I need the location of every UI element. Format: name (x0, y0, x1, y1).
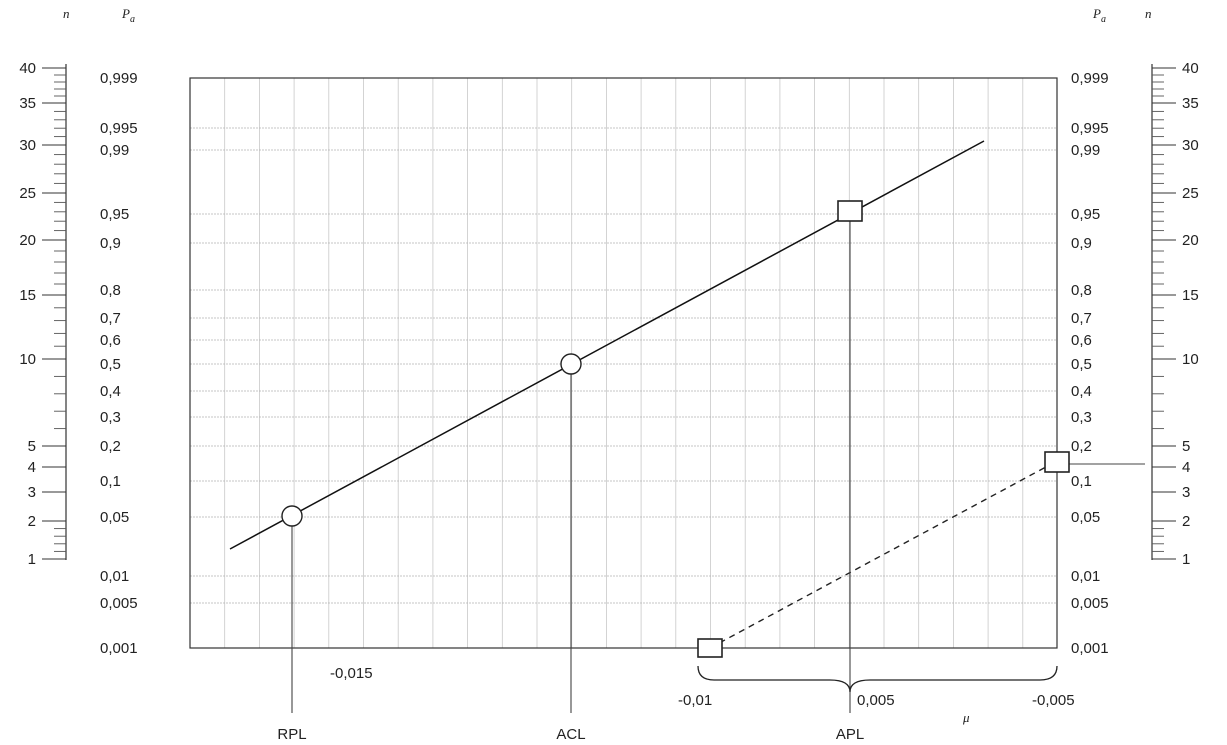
n-tick-label: 25 (1182, 185, 1199, 202)
n-readout-square-marker (1044, 451, 1070, 473)
n-tick-label: 3 (1182, 484, 1190, 501)
n-tick-label: 15 (19, 287, 36, 304)
sample-size-construction-line (709, 460, 1058, 649)
mu-start-square-marker (697, 638, 723, 658)
left-n-axis-label: n (63, 6, 70, 21)
pa-tick-label-left: 0,01 (100, 568, 129, 585)
n-tick-label: 4 (1182, 459, 1190, 476)
n-tick-label: 1 (1182, 551, 1190, 568)
pa-tick-label-right: 0,005 (1071, 595, 1109, 612)
pa-tick-label-right: 0,9 (1071, 235, 1092, 252)
pa-tick-label-right: 0,05 (1071, 509, 1100, 526)
pa-tick-label-left: 0,2 (100, 438, 121, 455)
right-n-scale: 40 35 30 25 20 15 10 5 4 3 2 1 (1151, 60, 1199, 568)
n-tick-label: 25 (19, 185, 36, 202)
pa-tick-label-right: 0,1 (1071, 473, 1092, 490)
left-pa-labels: 0,999 0,995 0,99 0,95 0,9 0,8 0,7 0,6 0,5 0,4 0,3 0… (100, 70, 138, 657)
n-tick-label: 10 (19, 351, 36, 368)
n-tick-label: 35 (1182, 95, 1199, 112)
pa-tick-label-left: 0,9 (100, 235, 121, 252)
acl-point-marker (560, 353, 582, 375)
pa-tick-label-right: 0,95 (1071, 206, 1100, 223)
n-tick-label: 40 (1182, 60, 1199, 77)
apl-square-marker (837, 200, 863, 222)
pa-tick-label-left: 0,7 (100, 310, 121, 327)
pa-tick-label-right: 0,995 (1071, 120, 1109, 137)
left-n-scale: 40 35 30 25 20 15 10 5 4 3 2 1 (19, 60, 67, 568)
pa-tick-label-right: 0,999 (1071, 70, 1109, 87)
pa-tick-label-right: 0,01 (1071, 568, 1100, 585)
n-tick-label: 40 (19, 60, 36, 77)
n-tick-label: 20 (19, 232, 36, 249)
mu-axis-label: μ (962, 710, 970, 725)
pa-tick-label-left: 0,005 (100, 595, 138, 612)
rpl-label: RPL (277, 726, 306, 743)
n-tick-label: 30 (19, 137, 36, 154)
pa-tick-label-right: 0,99 (1071, 142, 1100, 159)
plot-frame (189, 77, 1058, 649)
pa-tick-label-left: 0,995 (100, 120, 138, 137)
n-tick-label: 2 (28, 513, 36, 530)
pa-tick-label-right: 0,001 (1071, 640, 1109, 657)
n-tick-label: 4 (28, 459, 36, 476)
left-pa-axis-label: Pa (121, 6, 135, 25)
pa-tick-label-left: 0,5 (100, 356, 121, 373)
pa-tick-label-left: 0,8 (100, 282, 121, 299)
mu-tick-label-bracket-1: -0,01 (678, 692, 712, 709)
pa-tick-label-right: 0,4 (1071, 383, 1092, 400)
right-n-axis-label: n (1145, 6, 1152, 21)
right-pa-axis-label: Pa (1092, 6, 1106, 25)
pa-tick-label-left: 0,05 (100, 509, 129, 526)
pa-tick-label-right: 0,6 (1071, 332, 1092, 349)
mu-tick-label-bracket-3: -0,005 (1032, 692, 1075, 709)
n-tick-label: 5 (28, 438, 36, 455)
pa-tick-label-left: 0,3 (100, 409, 121, 426)
n-tick-label: 35 (19, 95, 36, 112)
n-tick-label: 3 (28, 484, 36, 501)
n-tick-label: 10 (1182, 351, 1199, 368)
pa-tick-label-right: 0,7 (1071, 310, 1092, 327)
n-tick-label: 30 (1182, 137, 1199, 154)
pa-tick-label-right: 0,2 (1071, 438, 1092, 455)
pa-tick-label-left: 0,001 (100, 640, 138, 657)
right-pa-labels: 0,999 0,995 0,99 0,95 0,9 0,8 0,7 0,6 0,5 0,4 0,3 0… (1071, 70, 1109, 657)
n-tick-label: 5 (1182, 438, 1190, 455)
pa-tick-label-left: 0,1 (100, 473, 121, 490)
pa-tick-label-left: 0,99 (100, 142, 129, 159)
mu-tick-label-bracket-2: 0,005 (857, 692, 895, 709)
pa-tick-label-left: 0,95 (100, 206, 129, 223)
mu-tick-label-left: -0,015 (330, 665, 373, 682)
pa-tick-label-left: 0,6 (100, 332, 121, 349)
acl-label: ACL (556, 726, 585, 743)
pa-tick-label-right: 0,5 (1071, 356, 1092, 373)
n-tick-label: 15 (1182, 287, 1199, 304)
pa-tick-label-left: 0,4 (100, 383, 121, 400)
mu-scale-bracket (697, 665, 1058, 693)
pa-tick-label-left: 0,999 (100, 70, 138, 87)
apl-label: APL (836, 726, 864, 743)
n-tick-label: 2 (1182, 513, 1190, 530)
rpl-point-marker (281, 505, 303, 527)
pa-tick-label-right: 0,3 (1071, 409, 1092, 426)
n-tick-label: 20 (1182, 232, 1199, 249)
n-tick-label: 1 (28, 551, 36, 568)
oc-line (229, 140, 985, 550)
grid (190, 78, 1057, 648)
pa-tick-label-right: 0,8 (1071, 282, 1092, 299)
